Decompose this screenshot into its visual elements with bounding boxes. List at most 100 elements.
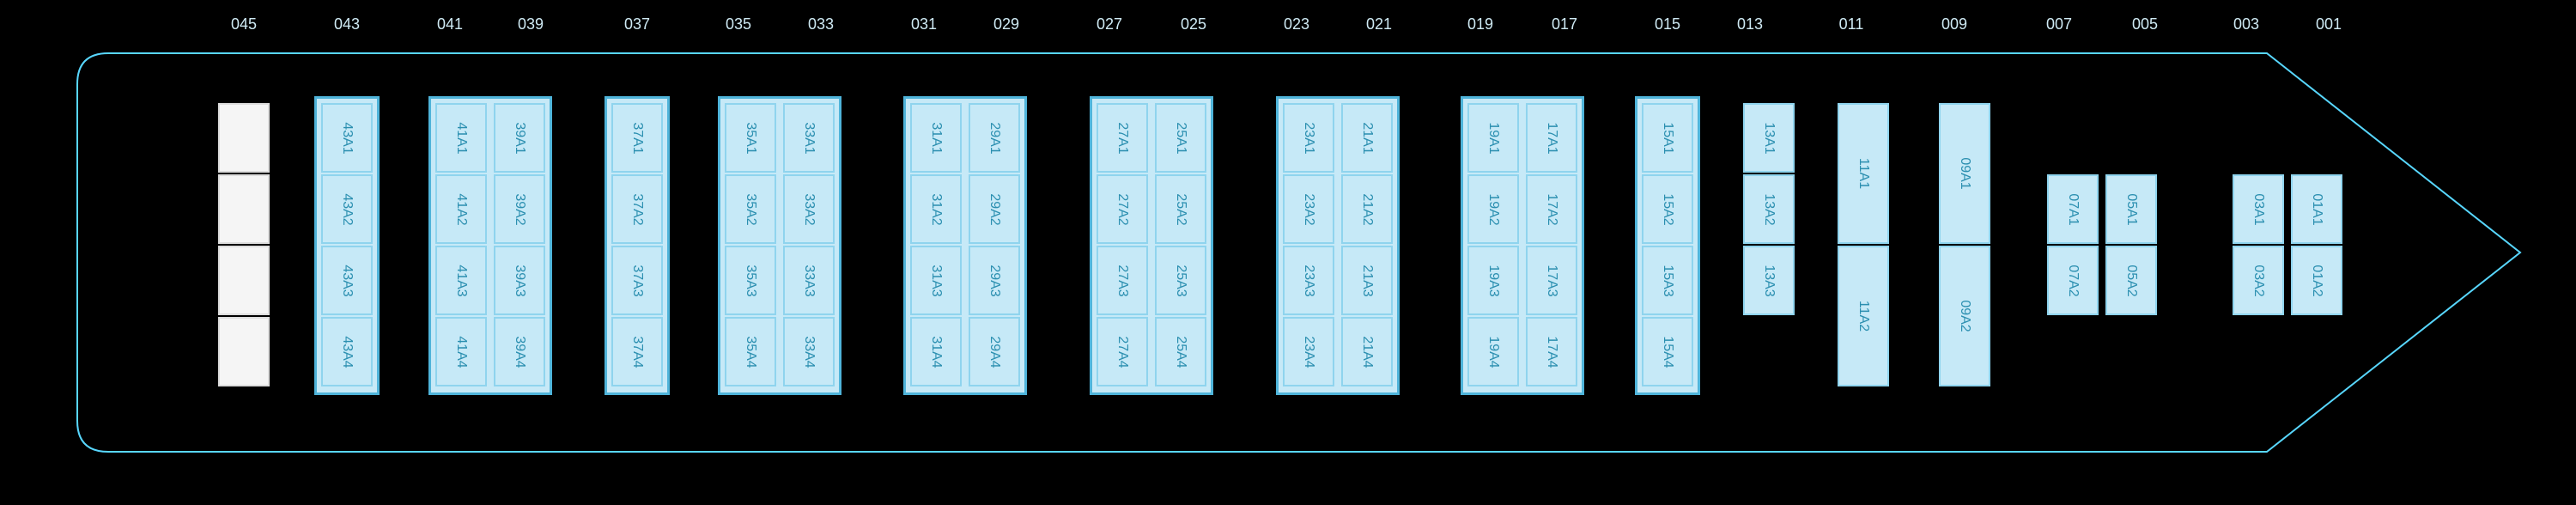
slot-03A1[interactable]: 03A1 xyxy=(2233,174,2284,244)
slot-label: 07A2 xyxy=(2065,265,2081,296)
slot-01A1[interactable]: 01A1 xyxy=(2291,174,2342,244)
slot-label: 17A4 xyxy=(1544,336,1559,368)
slot-27A1[interactable]: 27A1 xyxy=(1097,103,1148,173)
slot-label: 39A2 xyxy=(512,193,527,225)
slot-19A1[interactable]: 19A1 xyxy=(1467,103,1519,173)
slot-01A2[interactable]: 01A2 xyxy=(2291,246,2342,315)
slot-09A2[interactable]: 09A2 xyxy=(1939,246,1990,386)
slot-13A2[interactable]: 13A2 xyxy=(1743,174,1795,244)
slot-29A4[interactable]: 29A4 xyxy=(969,317,1020,386)
slot-19A4[interactable]: 19A4 xyxy=(1467,317,1519,386)
slot-27A3[interactable]: 27A3 xyxy=(1097,246,1148,315)
slot-31A3[interactable]: 31A3 xyxy=(910,246,962,315)
slot-17A1[interactable]: 17A1 xyxy=(1526,103,1577,173)
slot-33A3[interactable]: 33A3 xyxy=(783,246,835,315)
slot-empty xyxy=(218,103,270,173)
slot-25A2[interactable]: 25A2 xyxy=(1155,174,1206,244)
slot-31A4[interactable]: 31A4 xyxy=(910,317,962,386)
slot-label: 39A4 xyxy=(512,336,527,368)
bay-header-011: 011 xyxy=(1839,15,1864,33)
slot-31A2[interactable]: 31A2 xyxy=(910,174,962,244)
slot-27A4[interactable]: 27A4 xyxy=(1097,317,1148,386)
slot-37A4[interactable]: 37A4 xyxy=(611,317,663,386)
slot-29A1[interactable]: 29A1 xyxy=(969,103,1020,173)
slot-15A1[interactable]: 15A1 xyxy=(1642,103,1693,173)
slot-17A4[interactable]: 17A4 xyxy=(1526,317,1577,386)
slot-label: 31A3 xyxy=(928,265,944,296)
slot-39A1[interactable]: 39A1 xyxy=(494,103,545,173)
slot-21A4[interactable]: 21A4 xyxy=(1341,317,1393,386)
slot-07A1[interactable]: 07A1 xyxy=(2047,174,2099,244)
slot-19A3[interactable]: 19A3 xyxy=(1467,246,1519,315)
slot-label: 05A2 xyxy=(2123,265,2139,296)
slot-label: 31A4 xyxy=(928,336,944,368)
slot-07A2[interactable]: 07A2 xyxy=(2047,246,2099,315)
slot-33A2[interactable]: 33A2 xyxy=(783,174,835,244)
bay-header-045: 045 xyxy=(231,15,257,33)
bay-header-009: 009 xyxy=(1941,15,1967,33)
slot-39A3[interactable]: 39A3 xyxy=(494,246,545,315)
slot-21A3[interactable]: 21A3 xyxy=(1341,246,1393,315)
slot-33A4[interactable]: 33A4 xyxy=(783,317,835,386)
slot-41A2[interactable]: 41A2 xyxy=(435,174,487,244)
slot-25A3[interactable]: 25A3 xyxy=(1155,246,1206,315)
slot-label: 03A2 xyxy=(2251,265,2266,296)
slot-03A2[interactable]: 03A2 xyxy=(2233,246,2284,315)
slot-43A3[interactable]: 43A3 xyxy=(321,246,373,315)
slot-25A1[interactable]: 25A1 xyxy=(1155,103,1206,173)
slot-43A4[interactable]: 43A4 xyxy=(321,317,373,386)
slot-label: 27A4 xyxy=(1115,336,1130,368)
slot-41A3[interactable]: 41A3 xyxy=(435,246,487,315)
slot-31A1[interactable]: 31A1 xyxy=(910,103,962,173)
slot-label: 19A4 xyxy=(1485,336,1501,368)
slot-13A1[interactable]: 13A1 xyxy=(1743,103,1795,173)
slot-17A3[interactable]: 17A3 xyxy=(1526,246,1577,315)
slot-15A3[interactable]: 15A3 xyxy=(1642,246,1693,315)
slot-39A4[interactable]: 39A4 xyxy=(494,317,545,386)
slot-15A2[interactable]: 15A2 xyxy=(1642,174,1693,244)
slot-label: 37A4 xyxy=(629,336,645,368)
slot-21A1[interactable]: 21A1 xyxy=(1341,103,1393,173)
slot-35A3[interactable]: 35A3 xyxy=(725,246,776,315)
slot-05A2[interactable]: 05A2 xyxy=(2105,246,2157,315)
slot-23A2[interactable]: 23A2 xyxy=(1283,174,1334,244)
slot-17A2[interactable]: 17A2 xyxy=(1526,174,1577,244)
slot-35A2[interactable]: 35A2 xyxy=(725,174,776,244)
slot-27A2[interactable]: 27A2 xyxy=(1097,174,1148,244)
slot-43A2[interactable]: 43A2 xyxy=(321,174,373,244)
slot-label: 21A2 xyxy=(1359,193,1375,225)
slot-label: 43A2 xyxy=(339,193,355,225)
slot-43A1[interactable]: 43A1 xyxy=(321,103,373,173)
slot-37A1[interactable]: 37A1 xyxy=(611,103,663,173)
slot-23A3[interactable]: 23A3 xyxy=(1283,246,1334,315)
slot-05A1[interactable]: 05A1 xyxy=(2105,174,2157,244)
slot-11A1[interactable]: 11A1 xyxy=(1838,103,1889,244)
slot-23A4[interactable]: 23A4 xyxy=(1283,317,1334,386)
slot-41A1[interactable]: 41A1 xyxy=(435,103,487,173)
slot-29A3[interactable]: 29A3 xyxy=(969,246,1020,315)
slot-11A2[interactable]: 11A2 xyxy=(1838,246,1889,386)
slot-25A4[interactable]: 25A4 xyxy=(1155,317,1206,386)
slot-label: 29A1 xyxy=(987,122,1002,154)
slot-33A1[interactable]: 33A1 xyxy=(783,103,835,173)
slot-13A3[interactable]: 13A3 xyxy=(1743,246,1795,315)
slot-label: 41A4 xyxy=(453,336,469,368)
slot-41A4[interactable]: 41A4 xyxy=(435,317,487,386)
slot-23A1[interactable]: 23A1 xyxy=(1283,103,1334,173)
slot-35A4[interactable]: 35A4 xyxy=(725,317,776,386)
slot-35A1[interactable]: 35A1 xyxy=(725,103,776,173)
slot-29A2[interactable]: 29A2 xyxy=(969,174,1020,244)
bay-header-027: 027 xyxy=(1097,15,1122,33)
bay-header-041: 041 xyxy=(437,15,463,33)
slot-21A2[interactable]: 21A2 xyxy=(1341,174,1393,244)
slot-19A2[interactable]: 19A2 xyxy=(1467,174,1519,244)
slot-label: 37A2 xyxy=(629,193,645,225)
slot-label: 17A2 xyxy=(1544,193,1559,225)
slot-15A4[interactable]: 15A4 xyxy=(1642,317,1693,386)
slot-37A3[interactable]: 37A3 xyxy=(611,246,663,315)
slot-39A2[interactable]: 39A2 xyxy=(494,174,545,244)
slot-09A1[interactable]: 09A1 xyxy=(1939,103,1990,244)
slot-label: 21A4 xyxy=(1359,336,1375,368)
slot-label: 25A2 xyxy=(1173,193,1188,225)
slot-37A2[interactable]: 37A2 xyxy=(611,174,663,244)
